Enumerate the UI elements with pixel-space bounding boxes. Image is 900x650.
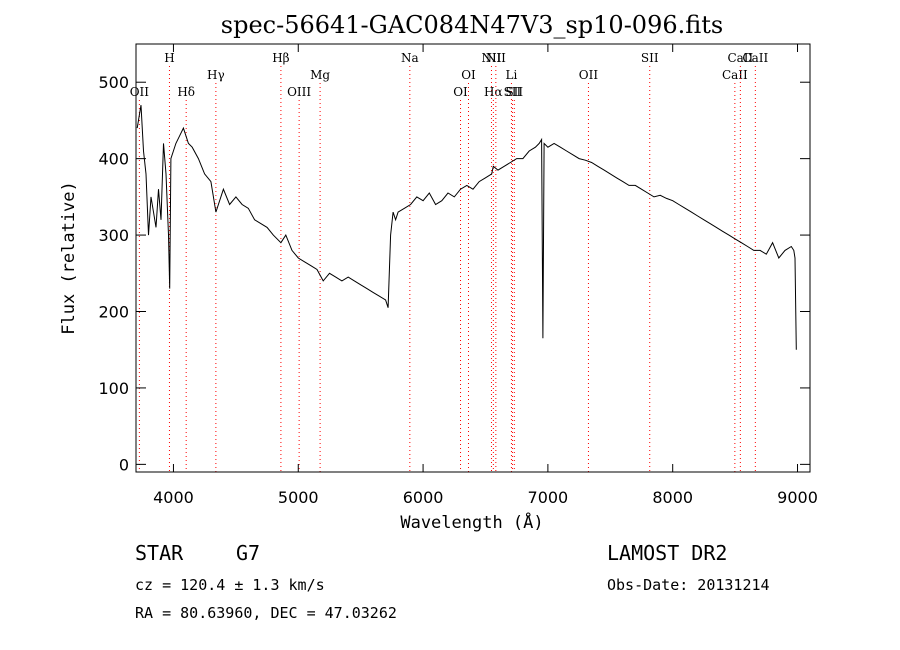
line-marker-label: NII — [486, 51, 506, 65]
line-marker-label: OI — [461, 68, 476, 82]
y-tick-label: 0 — [119, 455, 129, 474]
x-tick-label: 4000 — [153, 488, 194, 507]
line-marker-label: Li — [506, 68, 518, 82]
redshift-text: cz = 120.4 ± 1.3 km/s — [135, 576, 325, 594]
line-marker-label: OII — [130, 85, 150, 99]
line-markers: OIIHHδHγHβOIIIMgNaOIOINIIHαNIILiSIISIIOI… — [130, 51, 768, 472]
line-marker-label: Mg — [310, 68, 330, 82]
x-tick-label: 7000 — [528, 488, 569, 507]
coordinates: RA = 80.63960, DEC = 47.03262 — [135, 604, 397, 622]
y-tick-label: 500 — [98, 73, 129, 92]
line-marker-label: SII — [504, 85, 522, 99]
y-tick-label: 200 — [98, 303, 129, 322]
x-tick-label: 5000 — [278, 488, 319, 507]
object-subclass: G7 — [236, 541, 261, 565]
line-marker-label: CaII — [742, 51, 768, 65]
obs-date: Obs-Date: 20131214 — [607, 576, 770, 594]
chart-title: spec-56641-GAC084N47V3_sp10-096.fits — [221, 11, 723, 39]
line-marker-label: OII — [579, 68, 599, 82]
line-marker-label: Hγ — [207, 68, 225, 82]
line-marker-label: Hα — [484, 85, 503, 99]
spectrum-line — [136, 105, 797, 350]
x-axis-label: Wavelength (Å) — [400, 511, 543, 533]
line-marker-label: SII — [641, 51, 659, 65]
x-axis-ticks: 4000 5000 6000 7000 8000 9000 — [153, 44, 818, 507]
y-tick-label: 300 — [98, 226, 129, 245]
line-marker-label: SII — [505, 85, 523, 99]
line-marker-label: Hδ — [177, 85, 195, 99]
x-tick-label: 6000 — [403, 488, 444, 507]
y-tick-label: 400 — [98, 150, 129, 169]
line-marker-label: NII — [481, 51, 501, 65]
x-tick-label: 8000 — [652, 488, 693, 507]
line-marker-label: OI — [453, 85, 468, 99]
y-axis-label: Flux (relative) — [59, 181, 79, 335]
line-marker-label: Na — [401, 51, 419, 65]
x-tick-label: 9000 — [777, 488, 818, 507]
line-marker-label: Hβ — [272, 51, 289, 65]
survey-name: LAMOST DR2 — [607, 541, 728, 565]
line-marker-label: H — [164, 51, 174, 65]
line-marker-label: CaII — [722, 68, 748, 82]
plot-frame — [135, 43, 811, 473]
object-type: STAR — [135, 541, 184, 565]
y-tick-label: 100 — [98, 379, 129, 398]
line-marker-label: CaII — [727, 51, 753, 65]
line-marker-label: OIII — [287, 85, 311, 99]
y-axis-ticks: 0 100 200 300 400 500 — [98, 73, 810, 474]
